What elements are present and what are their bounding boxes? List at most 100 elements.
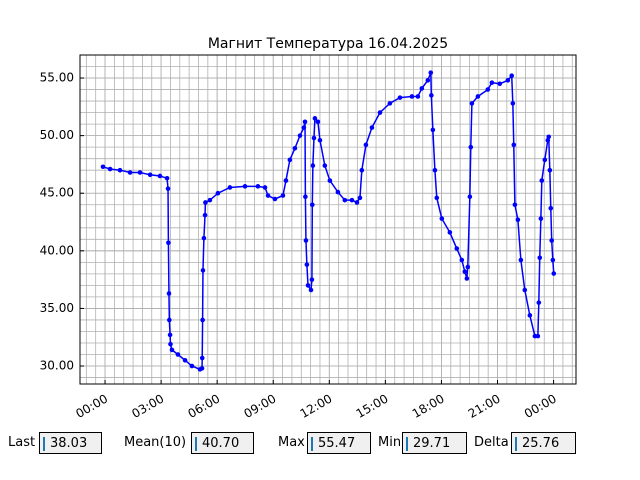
y-tick-label: 45.00	[40, 186, 74, 200]
data-point	[164, 175, 170, 181]
data-point	[547, 167, 553, 173]
data-point	[315, 119, 321, 125]
data-point	[462, 269, 468, 274]
chart-title: Магнит Температура 16.04.2025	[208, 36, 448, 52]
axes-frame	[79, 54, 577, 385]
data-point	[454, 246, 460, 251]
data-point	[322, 163, 328, 168]
data-point	[522, 287, 528, 293]
data-point	[432, 167, 438, 173]
x-tick-label: 15:00	[354, 392, 391, 421]
data-point	[157, 173, 163, 179]
data-point	[465, 264, 471, 270]
data-point	[369, 125, 375, 130]
data-point	[546, 134, 552, 140]
data-point	[202, 212, 208, 218]
data-point	[434, 195, 440, 201]
data-point	[272, 196, 278, 202]
data-point	[168, 341, 173, 347]
stat-box[interactable]: 25.76	[511, 432, 576, 454]
data-point	[312, 116, 318, 121]
data-point	[166, 291, 172, 296]
data-point	[357, 195, 363, 201]
data-point	[335, 189, 341, 195]
stat-label: Min	[378, 435, 402, 450]
data-point	[309, 277, 315, 282]
data-point	[535, 333, 541, 339]
data-point	[167, 317, 172, 323]
data-point	[469, 101, 475, 106]
data-point	[117, 167, 123, 173]
data-point	[215, 190, 221, 196]
stat-label: Max	[278, 435, 305, 450]
data-point	[200, 268, 206, 273]
data-point	[447, 230, 453, 235]
data-point	[199, 366, 205, 371]
data-point	[538, 216, 544, 221]
data-point	[107, 166, 113, 172]
data-point	[459, 257, 465, 263]
x-tick-label: 09:00	[242, 392, 279, 421]
data-point	[551, 271, 557, 276]
data-point	[283, 178, 289, 183]
data-point	[167, 332, 173, 338]
data-point	[537, 255, 543, 261]
data-point	[485, 87, 491, 92]
stat-label: Last	[8, 435, 36, 450]
data-point	[550, 257, 556, 263]
data-point	[265, 193, 271, 198]
data-point	[548, 205, 554, 211]
data-point	[201, 235, 207, 241]
data-point	[305, 283, 311, 288]
data-point	[147, 172, 153, 178]
data-point	[419, 86, 425, 91]
stat-box[interactable]: 55.47	[307, 432, 371, 454]
data-point	[207, 197, 213, 203]
data-point	[169, 347, 175, 353]
data-point	[262, 185, 268, 190]
data-point	[468, 144, 474, 150]
data-point	[489, 80, 495, 85]
data-point	[303, 238, 309, 243]
stat-box[interactable]: 40.70	[191, 432, 254, 454]
data-point	[137, 170, 143, 175]
data-point	[515, 217, 521, 223]
data-point	[430, 127, 436, 133]
data-point	[189, 363, 195, 369]
data-point	[301, 125, 307, 130]
x-tick-label: 03:00	[129, 392, 166, 421]
y-tick-label: 30.00	[40, 359, 74, 373]
data-point	[310, 163, 316, 168]
data-point	[359, 167, 365, 173]
data-point	[327, 178, 333, 183]
stat-box[interactable]: 29.71	[402, 432, 467, 454]
data-point	[292, 146, 298, 151]
data-point	[342, 197, 348, 203]
data-point	[497, 81, 503, 87]
data-point	[363, 142, 369, 148]
x-tick-label: 06:00	[185, 392, 222, 421]
data-point	[439, 216, 445, 221]
data-point	[429, 93, 434, 98]
data-point	[311, 135, 317, 141]
data-point	[397, 95, 403, 100]
data-point	[242, 184, 248, 189]
data-point	[127, 170, 133, 175]
data-point	[354, 200, 360, 205]
data-point	[200, 317, 205, 323]
data-point	[310, 202, 315, 208]
data-point	[428, 70, 434, 75]
data-point	[409, 94, 415, 99]
data-point	[505, 78, 511, 83]
data-point	[203, 200, 208, 205]
y-tick-label: 35.00	[40, 301, 74, 315]
data-point	[287, 157, 293, 163]
data-point	[467, 194, 473, 199]
data-point	[182, 357, 188, 363]
y-tick-label: 55.00	[40, 71, 74, 85]
data-point	[280, 193, 286, 198]
data-point	[512, 202, 518, 208]
data-point	[297, 133, 303, 138]
stat-box[interactable]: 38.03	[39, 432, 102, 454]
x-tick-label: 00:00	[73, 392, 110, 421]
